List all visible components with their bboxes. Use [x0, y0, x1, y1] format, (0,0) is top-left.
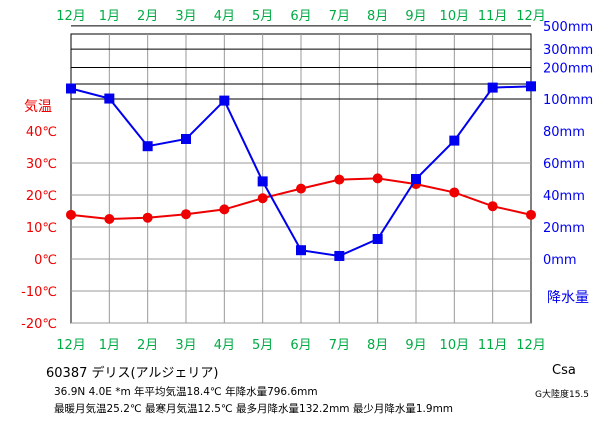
bottom-month-label: 4月: [214, 338, 235, 353]
top-month-label: 8月: [367, 9, 388, 24]
bottom-month-label: 1月: [99, 338, 120, 353]
temperature-axis-title: 気温: [24, 99, 52, 115]
top-month-label: 12月: [56, 9, 86, 24]
bottom-month-label: 11月: [478, 338, 508, 353]
top-month-label: 11月: [478, 9, 508, 24]
precipitation-point: [181, 134, 191, 144]
temperature-point: [296, 183, 306, 194]
temperature-point: [526, 209, 536, 220]
precipitation-point: [334, 250, 345, 261]
bottom-month-label: 12月: [56, 338, 86, 353]
temperature-point: [181, 209, 191, 220]
precipitation-point: [257, 176, 268, 187]
bottom-month-label: 9月: [405, 338, 426, 353]
precipitation-tick-label: 40mm: [543, 189, 585, 204]
precipitation-point: [296, 245, 306, 256]
bottom-month-label: 5月: [252, 338, 273, 353]
temperature-tick-label: 30℃: [26, 157, 57, 172]
temperature-series: [66, 173, 536, 224]
precipitation-point: [411, 174, 421, 184]
top-month-label: 2月: [137, 9, 158, 24]
bottom-month-labels: 12月 1月 2月 3月 4月 5月 6月 7月 8月 9月 10月 11月 12月: [56, 338, 546, 353]
precipitation-point: [142, 141, 153, 152]
precipitation-tick-label: 500mm: [543, 20, 593, 35]
precipitation-point: [526, 81, 536, 92]
precipitation-tick-label: 100mm: [543, 93, 593, 108]
top-month-label: 10月: [440, 9, 470, 24]
temperature-tick-label: 0℃: [34, 253, 57, 268]
precipitation-tick-label: 80mm: [543, 125, 585, 140]
chart-grid: [70, 25, 532, 324]
precipitation-point: [104, 93, 115, 104]
climate-classification: Csa: [552, 363, 576, 378]
precipitation-axis-title: 降水量: [547, 290, 589, 306]
precipitation-tick-label: 200mm: [543, 62, 593, 77]
temperature-tick-label: 40℃: [26, 125, 57, 140]
temperature-point: [219, 204, 230, 215]
top-month-label: 4月: [214, 9, 235, 24]
temperature-axis: 40℃ 30℃ 20℃ 10℃ 0℃ -10℃ -20℃: [21, 125, 57, 332]
continentality-index: G大陸度15.5: [535, 390, 590, 400]
precipitation-series: [66, 81, 536, 261]
bottom-month-label: 2月: [137, 338, 158, 353]
precipitation-point: [487, 82, 498, 93]
precipitation-point: [372, 234, 383, 244]
top-month-label: 6月: [290, 9, 311, 24]
top-month-label: 3月: [175, 9, 196, 24]
bottom-month-label: 12月: [516, 338, 546, 353]
bottom-month-label: 7月: [329, 338, 350, 353]
precipitation-tick-label: 20mm: [543, 221, 585, 236]
temperature-point: [487, 201, 498, 212]
precipitation-axis: 500mm 300mm 200mm 100mm 80mm 60mm 40mm 20mm 0mm: [543, 20, 593, 268]
temperature-tick-label: -10℃: [21, 285, 57, 300]
top-month-label: 5月: [252, 9, 273, 24]
temperature-point: [66, 209, 76, 220]
top-month-labels: 12月 1月 2月 3月 4月 5月 6月 7月 8月 9月 10月 11月 12月: [56, 9, 546, 24]
station-summary-line-2: 最暖月気温25.2℃ 最寒月気温12.5℃ 最多月降水量132.2mm 最少月降…: [54, 403, 454, 415]
temperature-tick-label: 10℃: [26, 221, 57, 236]
temperature-point: [142, 212, 153, 223]
bottom-month-label: 6月: [290, 338, 311, 353]
bottom-month-label: 3月: [175, 338, 196, 353]
top-month-label: 12月: [516, 9, 546, 24]
temperature-tick-label: 20℃: [26, 189, 57, 204]
temperature-point: [334, 174, 345, 185]
precipitation-point: [449, 135, 460, 146]
precipitation-tick-label: 60mm: [543, 157, 585, 172]
precipitation-point: [66, 83, 76, 94]
precipitation-point: [219, 95, 230, 106]
temperature-tick-label: -20℃: [21, 317, 57, 332]
precipitation-tick-label: 0mm: [543, 253, 577, 268]
bottom-month-label: 8月: [367, 338, 388, 353]
top-month-label: 9月: [405, 9, 426, 24]
temperature-point: [104, 214, 115, 224]
top-month-label: 7月: [329, 9, 350, 24]
temperature-point: [372, 173, 383, 184]
station-summary-line-1: 36.9N 4.0E *m 年平均気温18.4℃ 年降水量796.6mm: [54, 386, 318, 398]
station-name: 60387 デリス(アルジェリア): [46, 366, 219, 381]
temperature-point: [257, 193, 268, 204]
top-month-label: 1月: [99, 9, 120, 24]
temperature-point: [449, 187, 460, 198]
precipitation-tick-label: 300mm: [543, 43, 593, 58]
bottom-month-label: 10月: [440, 338, 470, 353]
